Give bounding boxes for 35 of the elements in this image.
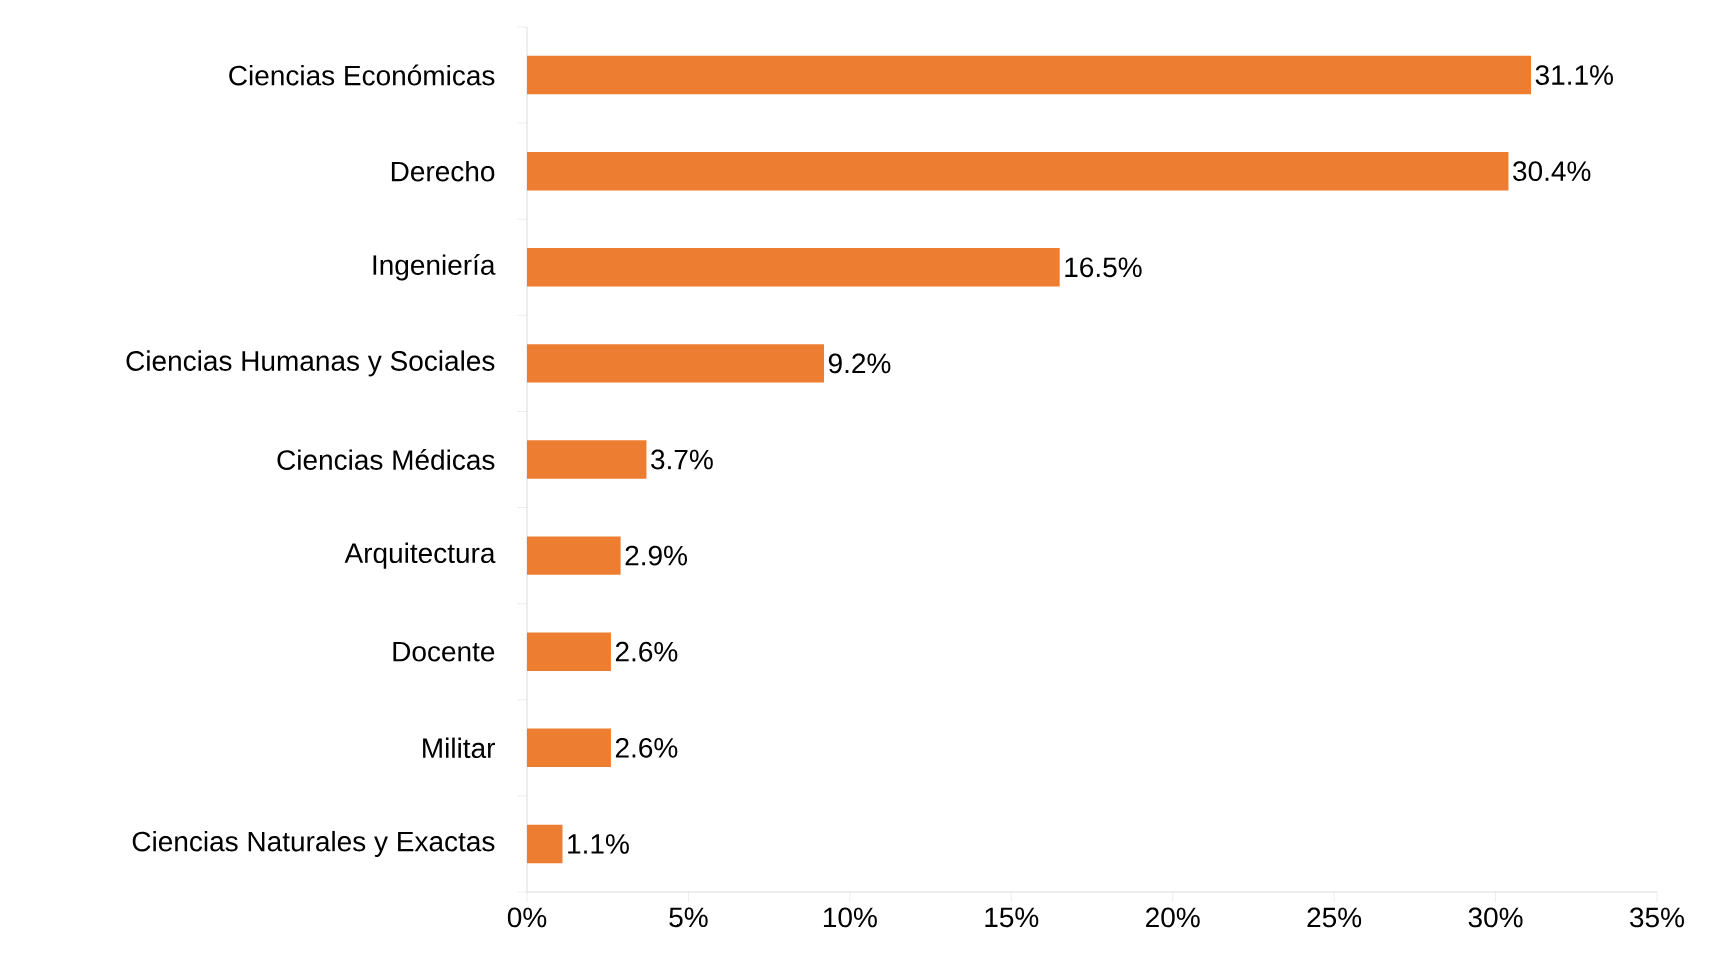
bar [527, 536, 621, 575]
data-label: 2.9% [625, 545, 687, 566]
data-label: 31.1% [1535, 65, 1613, 85]
data-label: 1.1% [568, 834, 629, 854]
bar [527, 440, 647, 479]
y-tick-label: Militar [423, 737, 495, 759]
x-tick-label: 20% [1146, 907, 1200, 928]
bar [527, 344, 825, 383]
data-label: 2.6% [615, 641, 678, 662]
y-tick-label: Ciencias Económicas [229, 64, 495, 86]
x-tick-label: 25% [1307, 907, 1362, 928]
x-tick-label: 10% [823, 907, 877, 928]
bar [527, 55, 1532, 95]
bar [527, 824, 563, 864]
y-tick-label: Ciencias Humanas y Sociales [126, 350, 495, 377]
bar [527, 632, 611, 671]
x-tick-label: 0% [507, 907, 547, 928]
y-tick-label: Ciencias Naturales y Exactas [132, 830, 495, 857]
data-label: 2.6% [615, 737, 678, 758]
data-label: 3.7% [651, 449, 713, 470]
x-tick-label: 15% [985, 907, 1039, 928]
data-label: 30.4% [1513, 161, 1591, 182]
x-tick-label: 35% [1630, 907, 1684, 928]
x-tick-label: 5% [669, 907, 708, 928]
y-tick-label: Arquitectura [344, 542, 496, 569]
bar [527, 248, 1060, 287]
bar [527, 151, 1509, 191]
y-tick-label: Docente [393, 641, 495, 662]
y-tick-label: Ingeniería [373, 254, 496, 281]
data-label: 16.5% [1065, 257, 1142, 278]
y-tick-label: Derecho [391, 160, 495, 182]
bar [527, 728, 611, 768]
data-label: 9.2% [828, 353, 891, 374]
x-tick-label: 30% [1468, 907, 1523, 928]
y-tick-label: Ciencias Médicas [277, 449, 495, 470]
